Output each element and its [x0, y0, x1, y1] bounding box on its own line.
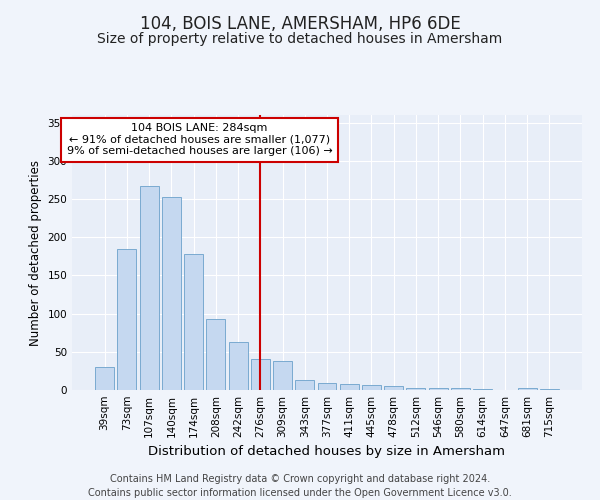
Bar: [451, 388, 470, 390]
Bar: [384, 386, 403, 390]
Bar: [140, 186, 158, 390]
Bar: [473, 389, 492, 390]
Bar: [251, 360, 270, 390]
Y-axis label: Number of detached properties: Number of detached properties: [29, 160, 42, 346]
X-axis label: Distribution of detached houses by size in Amersham: Distribution of detached houses by size …: [149, 446, 505, 458]
Bar: [340, 384, 359, 390]
Text: Contains HM Land Registry data © Crown copyright and database right 2024.
Contai: Contains HM Land Registry data © Crown c…: [88, 474, 512, 498]
Bar: [518, 388, 536, 390]
Text: 104 BOIS LANE: 284sqm
← 91% of detached houses are smaller (1,077)
9% of semi-de: 104 BOIS LANE: 284sqm ← 91% of detached …: [67, 123, 332, 156]
Bar: [406, 388, 425, 390]
Bar: [317, 383, 337, 390]
Bar: [118, 248, 136, 390]
Bar: [229, 342, 248, 390]
Bar: [540, 389, 559, 390]
Bar: [184, 254, 203, 390]
Bar: [162, 196, 181, 390]
Text: 104, BOIS LANE, AMERSHAM, HP6 6DE: 104, BOIS LANE, AMERSHAM, HP6 6DE: [140, 15, 460, 33]
Bar: [295, 380, 314, 390]
Bar: [95, 367, 114, 390]
Text: Size of property relative to detached houses in Amersham: Size of property relative to detached ho…: [97, 32, 503, 46]
Bar: [273, 361, 292, 390]
Bar: [206, 319, 225, 390]
Bar: [429, 388, 448, 390]
Bar: [362, 386, 381, 390]
